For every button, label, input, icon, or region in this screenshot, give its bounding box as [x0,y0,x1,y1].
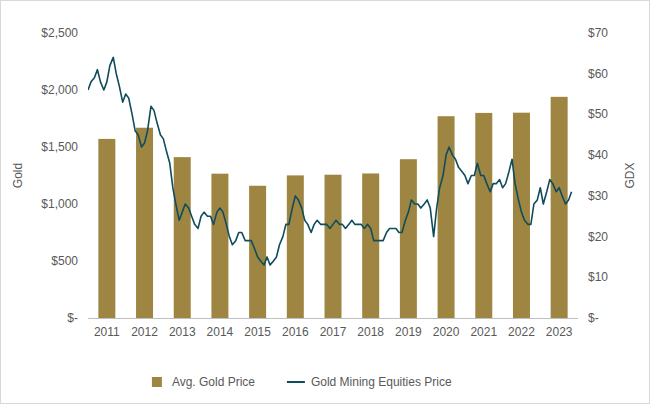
legend: Avg. Gold Price Gold Mining Equities Pric… [152,375,452,389]
y2-tick-label: $30 [588,189,608,203]
y2-tick-label: $20 [588,230,608,244]
x-tick-label: 2020 [433,325,460,339]
legend-swatch [152,377,162,387]
chart-container: 2011 2012 2013 2014 2015 2016 2017 2018 2019 2020… [0,0,650,404]
bar [211,174,228,318]
y2-axis-title: GDX [623,162,637,188]
y-tick-label: $2,000 [41,83,78,97]
bar [438,116,455,318]
y-tick-label: $1,000 [41,197,78,211]
x-tick-label: 2022 [508,325,535,339]
y-tick-label: $500 [51,254,78,268]
bar [249,186,266,318]
x-axis-line [88,318,578,319]
bar [513,113,530,318]
bar [136,128,153,318]
y-tick-label: $- [67,311,78,325]
legend-label: Gold Mining Equities Price [311,375,452,389]
bar [174,157,191,318]
bar [551,97,568,318]
legend-swatch [287,381,305,383]
bar [362,173,379,318]
y2-tick-label: $70 [588,26,608,40]
x-tick-label: 2023 [546,325,573,339]
x-tick-label: 2018 [357,325,384,339]
x-tick-label: 2021 [470,325,497,339]
x-tick-label: 2013 [169,325,196,339]
legend-label: Avg. Gold Price [172,375,255,389]
bar [325,175,342,318]
x-tick-label: 2017 [320,325,347,339]
y-tick-label: $2,500 [41,26,78,40]
x-tick-label: 2014 [207,325,234,339]
y2-tick-label: $- [588,311,599,325]
chart-border [1,1,650,404]
x-tick-label: 2011 [94,325,120,339]
x-tick-label: 2015 [244,325,271,339]
bar [400,159,417,318]
y2-tick-label: $40 [588,148,608,162]
y-axis-title: Gold [11,163,25,188]
y2-tick-label: $10 [588,270,608,284]
y2-tick-label: $50 [588,107,608,121]
y2-tick-label: $60 [588,67,608,81]
x-tick-label: 2012 [131,325,158,339]
y-tick-label: $1,500 [41,140,78,154]
chart-svg: 2011 2012 2013 2014 2015 2016 2017 2018 2019 2020… [0,0,650,404]
plot-area [88,57,572,318]
line [88,57,572,265]
x-tick-label: 2016 [282,325,309,339]
bar [98,139,115,318]
x-tick-label: 2019 [395,325,422,339]
bar [475,113,492,318]
